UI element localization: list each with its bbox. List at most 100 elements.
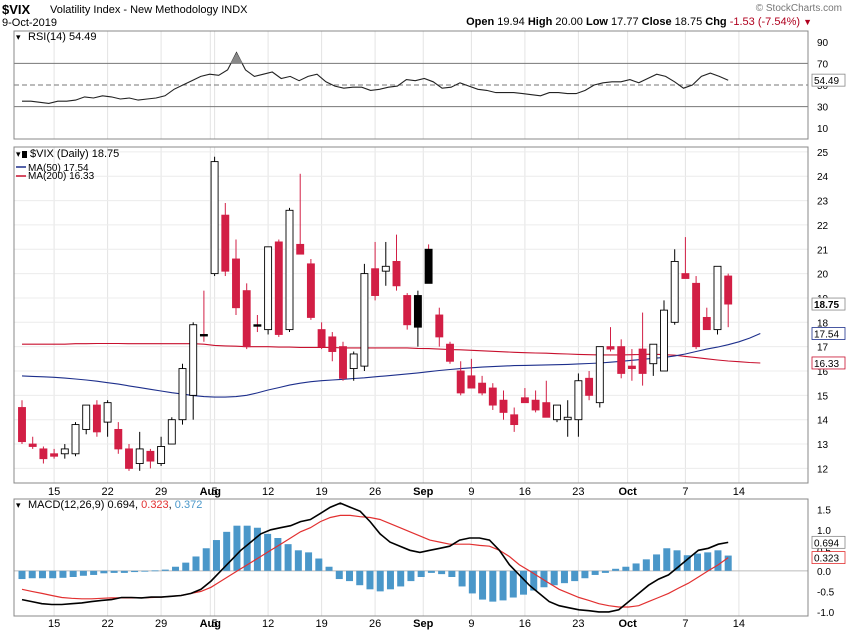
rsi-value-badge-box <box>811 73 846 87</box>
macd-histogram-bar <box>120 570 128 573</box>
candle <box>317 322 326 350</box>
price-tick-label: 13 <box>817 440 829 451</box>
price-legend-symbol: $VIX (Daily) 18.75 <box>30 148 119 160</box>
candle <box>50 448 59 459</box>
candle <box>510 407 519 432</box>
macd-histogram-bar <box>540 570 548 588</box>
macd-histogram-bar <box>458 570 466 587</box>
macd-legend-separator: , <box>169 499 175 511</box>
candle-body <box>478 382 487 394</box>
macd-histogram-bar <box>202 548 210 571</box>
macd-histogram-bar <box>49 570 57 579</box>
candle-body <box>531 399 540 411</box>
ma50-legend-text: MA(50) 17.54 <box>28 163 89 174</box>
price-tick-label: 17 <box>817 343 829 354</box>
macd-histogram-bar <box>110 570 118 573</box>
open-label: Open <box>466 16 495 28</box>
low-value: 17.77 <box>611 16 639 28</box>
ma200-legend-text: MA(200) 16.33 <box>28 171 95 182</box>
candle <box>232 239 240 315</box>
candle <box>606 327 615 352</box>
candle <box>392 234 401 291</box>
price-badge-2: 16.33 <box>811 356 846 370</box>
high-label: High <box>527 16 553 28</box>
candle <box>531 390 540 413</box>
candle <box>306 259 315 320</box>
macd-histogram-bar <box>601 570 609 573</box>
quote-summary: Open 19.94 High 20.00 Low 17.77 Close 18… <box>466 16 812 28</box>
candle <box>114 422 123 454</box>
x-tick-label: 22 <box>101 486 113 498</box>
candle <box>649 343 658 376</box>
x-tick-label: Oct <box>618 618 637 630</box>
candle-body <box>92 404 101 433</box>
candle-body <box>371 268 380 296</box>
macd-histogram-bar <box>233 525 241 571</box>
macd-legend-macd-value: 0.694 <box>107 499 135 511</box>
macd-histogram-bar <box>161 569 169 571</box>
candle-body <box>125 448 133 469</box>
candle-body <box>681 273 690 279</box>
macd-histogram-bar <box>284 544 292 571</box>
x-tick-label: 26 <box>369 486 381 498</box>
candle <box>39 446 48 464</box>
macd-legend-separator: , <box>135 499 141 511</box>
macd-signal-badge-box <box>811 551 846 564</box>
macd-histogram-bar <box>253 527 261 571</box>
candle-body <box>638 348 647 374</box>
candle <box>681 237 690 279</box>
candle-body <box>520 397 529 404</box>
macd-histogram-bar <box>59 570 67 578</box>
macd-signal-badge-text: 0.323 <box>814 554 839 565</box>
macd-legend-histogram-value: 0.372 <box>175 499 203 511</box>
change-label: Chg <box>705 16 727 28</box>
candle <box>360 263 369 371</box>
candle-body <box>264 246 273 331</box>
candle-body <box>253 324 262 327</box>
candle <box>199 290 208 342</box>
macd-badge-box <box>811 535 846 549</box>
price-badge-1: 17.54 <box>811 327 846 341</box>
brand-label[interactable]: © StockCharts.com <box>755 3 842 14</box>
x-tick-label: 7 <box>682 486 688 498</box>
candle-body <box>670 260 679 323</box>
candle-body <box>649 343 658 365</box>
x-tick-label: 12 <box>262 486 274 498</box>
candle <box>125 444 133 471</box>
candle-body <box>413 295 422 328</box>
candle <box>189 322 198 420</box>
candle-body <box>542 402 551 418</box>
price-menu-icon: ▾ <box>16 149 21 159</box>
candle <box>692 276 701 350</box>
candle <box>446 341 454 364</box>
macd-histogram-bar <box>397 570 405 587</box>
price-panel-frame <box>13 146 809 484</box>
candle-body <box>563 416 572 421</box>
candle-body <box>713 265 722 331</box>
macd-histogram-bar <box>683 555 691 571</box>
macd-histogram-bar <box>212 540 220 571</box>
macd-histogram-bar <box>520 570 528 595</box>
candle-body <box>285 209 294 331</box>
macd-histogram-bar <box>386 570 394 590</box>
price-tick-label: 20 <box>817 270 829 281</box>
macd-histogram-bar <box>141 570 149 572</box>
candle <box>563 400 572 437</box>
candle <box>135 431 144 471</box>
macd-tick-label: 1.0 <box>817 526 831 537</box>
macd-histogram-bar <box>417 570 425 577</box>
macd-histogram-bar <box>612 568 620 571</box>
macd-legend-signal-value: 0.323 <box>141 499 169 511</box>
macd-panel-frame <box>13 498 809 617</box>
macd-histogram-bar <box>366 570 374 590</box>
high-value: 20.00 <box>555 16 583 28</box>
macd-histogram-bar <box>325 566 333 571</box>
candle-body <box>660 309 668 372</box>
change-value: -1.53 (-7.54%) <box>729 16 801 28</box>
candle-body <box>135 448 144 464</box>
candle <box>28 436 37 449</box>
macd-histogram-bar <box>38 570 46 579</box>
price-badge-0-box <box>811 297 846 311</box>
